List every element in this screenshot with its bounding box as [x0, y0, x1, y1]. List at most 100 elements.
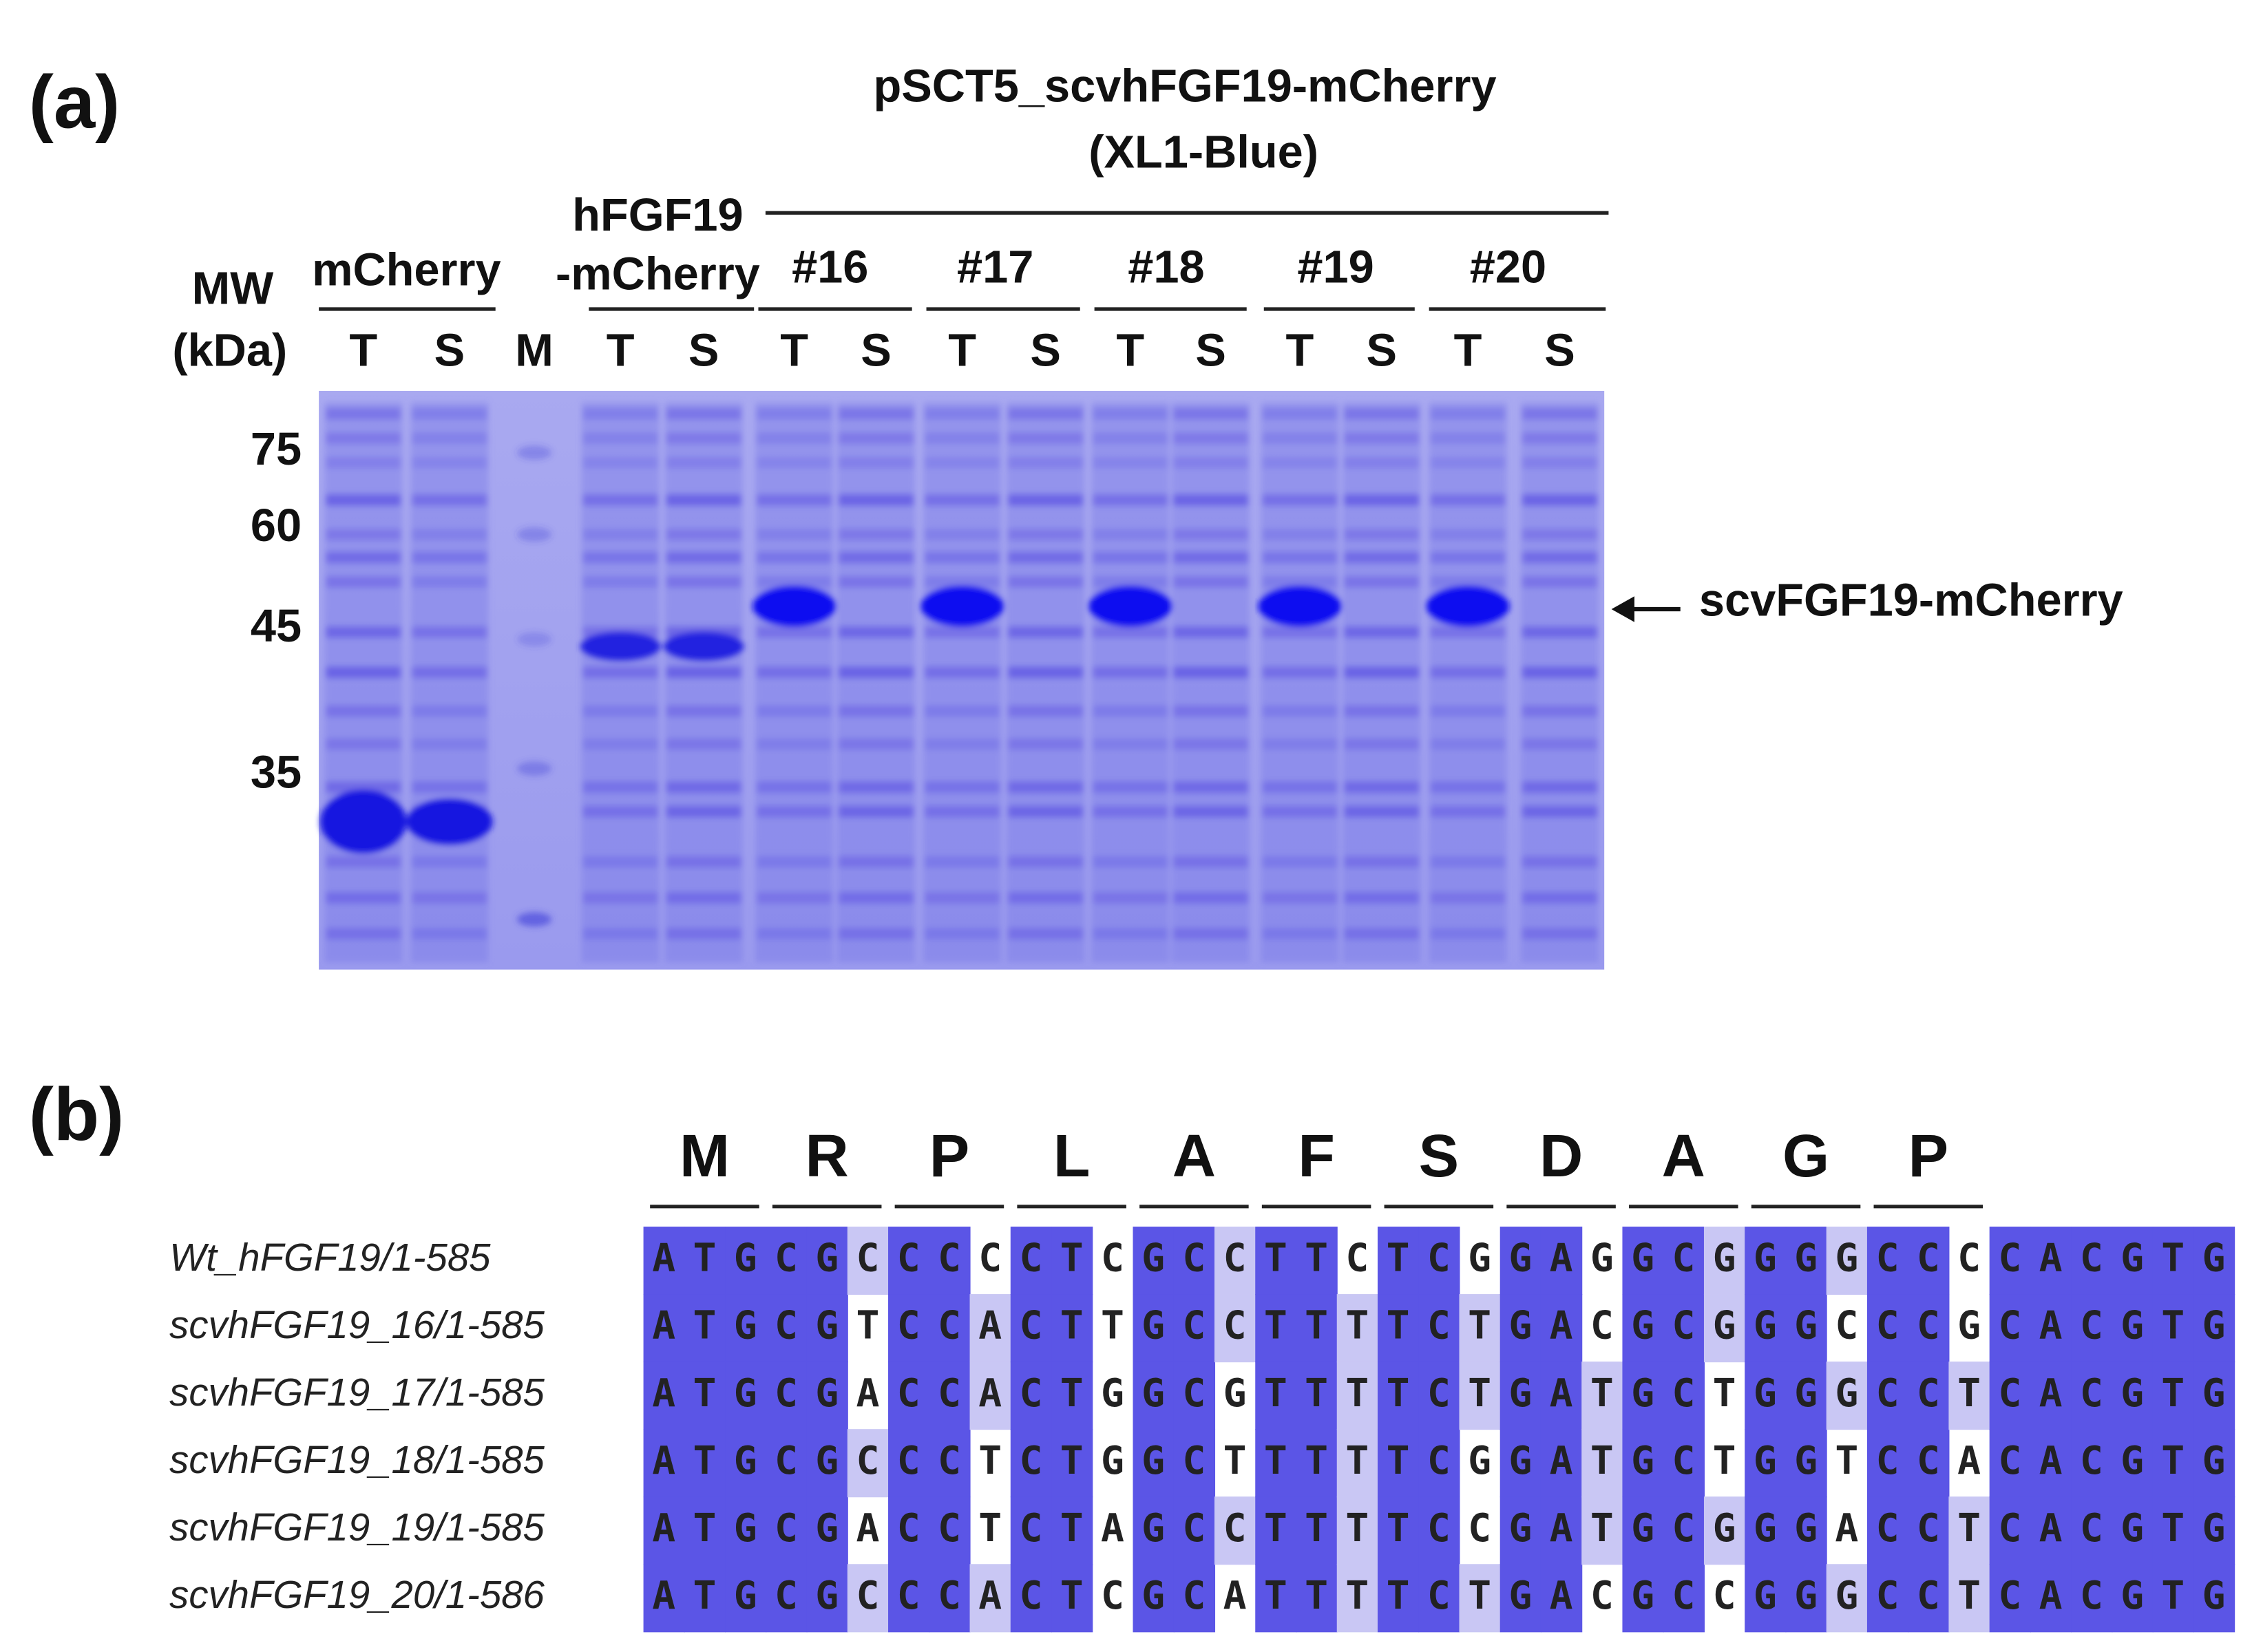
- alignment-cell: [1499, 1429, 1542, 1498]
- alignment-cell: [806, 1362, 848, 1430]
- band: [1430, 407, 1506, 420]
- band: [412, 456, 487, 469]
- sequence-name: scvhFGF19_19/1-585: [169, 1505, 545, 1549]
- alignment-cell: [766, 1362, 808, 1430]
- alignment-cell: [1663, 1496, 1705, 1565]
- major-band: [406, 798, 493, 845]
- band: [1093, 432, 1168, 445]
- band: [1430, 928, 1506, 940]
- band: [582, 456, 658, 469]
- alignment-cell: [1133, 1429, 1175, 1498]
- alignment-cell: [888, 1362, 930, 1430]
- band: [326, 781, 401, 794]
- mw-marker: 75: [251, 424, 302, 475]
- alignment-cell: [1133, 1564, 1175, 1633]
- marker-band: [516, 632, 552, 647]
- band: [326, 666, 401, 679]
- lane-label: S: [1195, 325, 1226, 376]
- alignment-cell: [2071, 1294, 2113, 1363]
- alignment-cell: [1051, 1496, 1093, 1565]
- band: [839, 432, 914, 445]
- lane-smear: [755, 402, 833, 963]
- band: [757, 738, 832, 750]
- band: [1008, 456, 1083, 469]
- band: [757, 576, 832, 588]
- alignment-cell: [1663, 1294, 1705, 1363]
- band: [1173, 805, 1248, 818]
- band: [1430, 781, 1506, 794]
- band: [666, 432, 741, 445]
- alignment-cell: [1377, 1429, 1420, 1498]
- band: [1522, 494, 1597, 506]
- band: [757, 432, 832, 445]
- band: [412, 494, 487, 506]
- alignment-cell: [1133, 1227, 1175, 1295]
- alignment-cell: [1214, 1496, 1256, 1565]
- alignment-cell: [1296, 1294, 1338, 1363]
- alignment-cell: [684, 1429, 726, 1498]
- lane-label: S: [1367, 325, 1398, 376]
- band: [582, 781, 658, 794]
- mw-marker: 45: [251, 601, 302, 652]
- lane-label: S: [688, 325, 719, 376]
- arrow-label: scvFGF19-mCherry: [1699, 575, 2123, 626]
- alignment-cell: [725, 1564, 767, 1633]
- band: [412, 738, 487, 750]
- band: [757, 529, 832, 540]
- band: [412, 576, 487, 588]
- band: [839, 805, 914, 818]
- band: [925, 576, 1000, 588]
- band: [839, 494, 914, 506]
- band: [925, 891, 1000, 904]
- alignment-cell: [1540, 1227, 1583, 1295]
- alignment-cell: [1296, 1429, 1338, 1498]
- alignment-cell: [1499, 1362, 1542, 1430]
- alignment-cell: [1499, 1227, 1542, 1295]
- amino-acid: P: [1908, 1122, 1948, 1189]
- alignment-cell: [2071, 1429, 2113, 1498]
- alignment-cell: [1051, 1564, 1093, 1633]
- band: [412, 407, 487, 420]
- band: [1173, 576, 1248, 588]
- alignment-cell: [2152, 1227, 2194, 1295]
- band: [582, 738, 658, 750]
- band: [326, 494, 401, 506]
- band: [1344, 432, 1420, 445]
- alignment-cell: [643, 1564, 685, 1633]
- band: [1262, 928, 1338, 940]
- alignment-cell: [888, 1496, 930, 1565]
- band: [326, 576, 401, 588]
- band: [1008, 407, 1083, 420]
- alignment-cell: [888, 1227, 930, 1295]
- alignment-cell: [725, 1294, 767, 1363]
- alignment-cell: [1703, 1496, 1746, 1565]
- band: [1262, 626, 1338, 638]
- band: [1093, 805, 1168, 818]
- marker-band: [516, 912, 552, 927]
- band: [326, 529, 401, 540]
- band: [1430, 494, 1506, 506]
- alignment-cell: [1499, 1294, 1542, 1363]
- lane-smear: [581, 402, 660, 963]
- band: [1522, 551, 1597, 564]
- band: [1093, 705, 1168, 717]
- band: [326, 705, 401, 717]
- alignment-cell: [1377, 1564, 1420, 1633]
- band: [1262, 666, 1338, 679]
- band: [1344, 626, 1420, 638]
- band: [1522, 432, 1597, 445]
- band: [925, 928, 1000, 940]
- band: [666, 928, 741, 940]
- band: [1093, 576, 1168, 588]
- alignment-cell: [1866, 1294, 1909, 1363]
- band: [1173, 432, 1248, 445]
- alignment-cell: [1296, 1564, 1338, 1633]
- alignment-cell: [643, 1294, 685, 1363]
- amino-acid: R: [806, 1122, 849, 1189]
- alignment-cell: [1133, 1294, 1175, 1363]
- mw-marker: 60: [251, 500, 302, 551]
- alignment-cell: [1540, 1429, 1583, 1498]
- alignment-cell: [2193, 1227, 2235, 1295]
- band: [1093, 738, 1168, 750]
- band: [925, 432, 1000, 445]
